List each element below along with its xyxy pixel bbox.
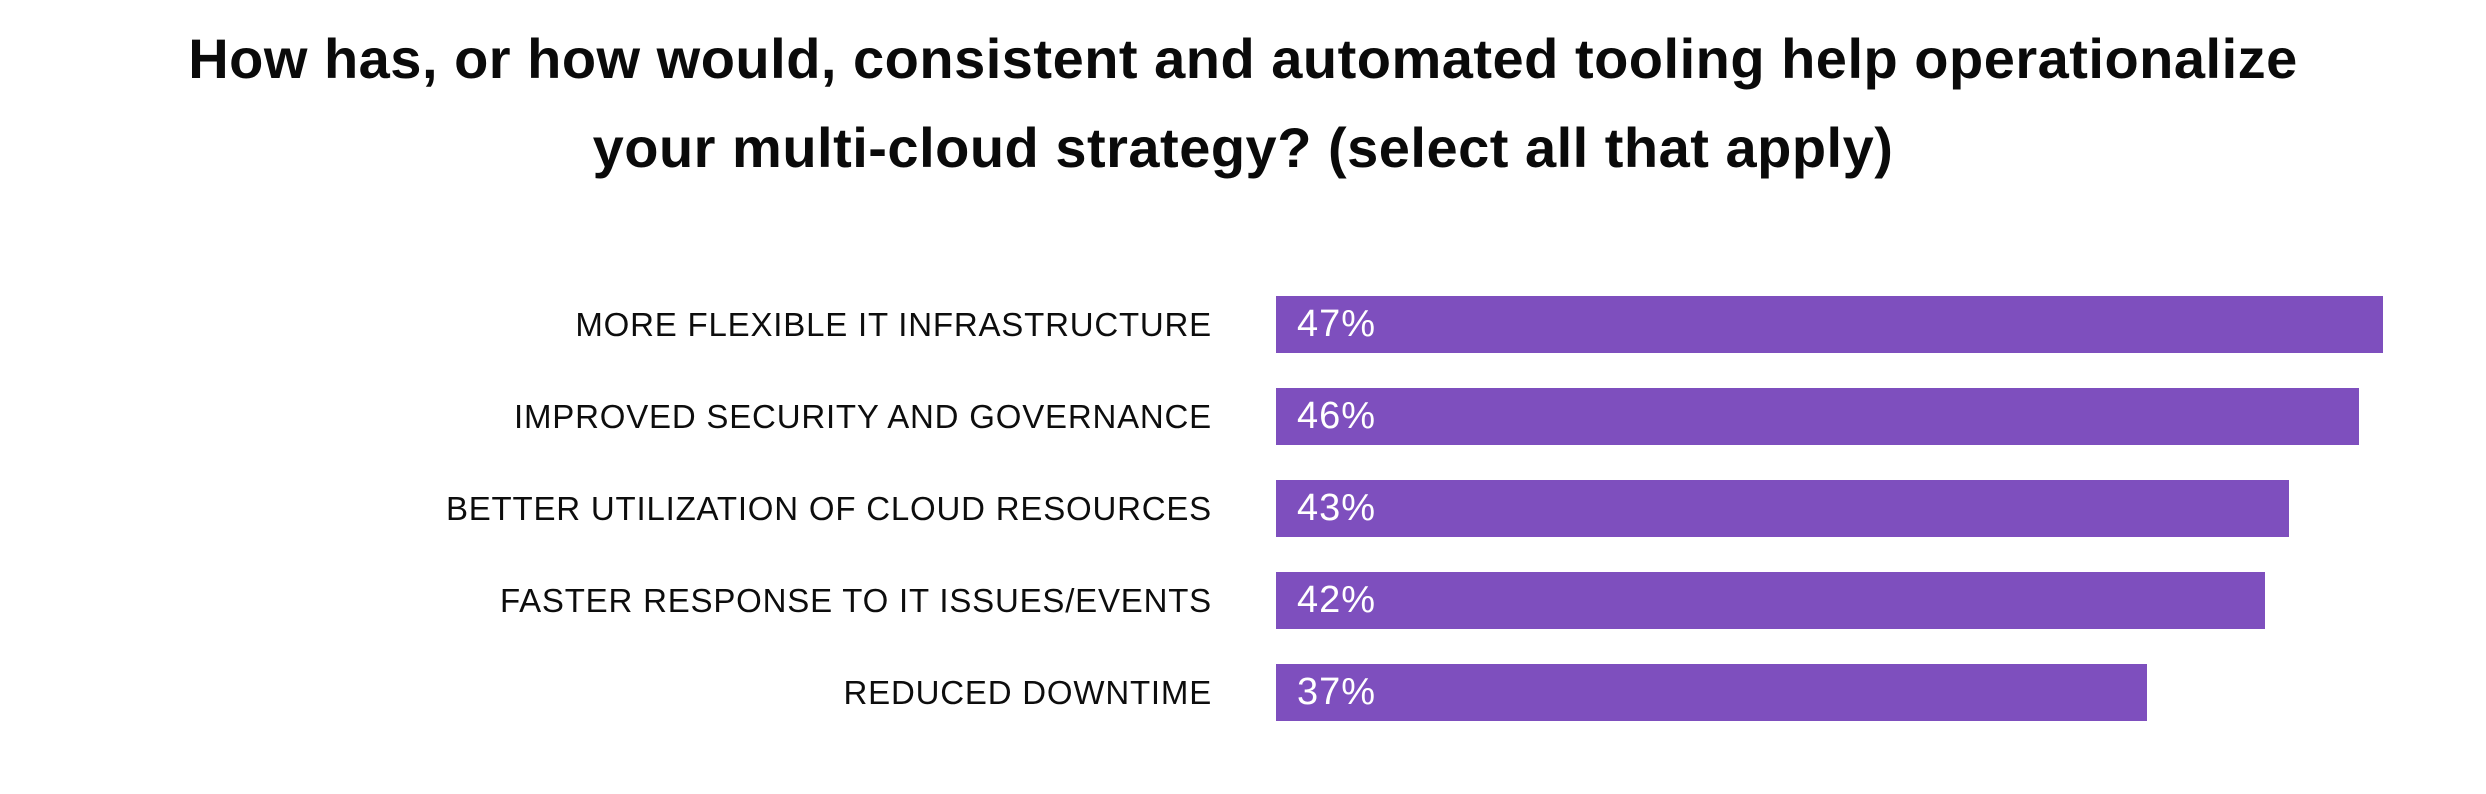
bar-row: MORE FLEXIBLE IT INFRASTRUCTURE 47% xyxy=(0,296,2486,353)
bar-label: FASTER RESPONSE TO IT ISSUES/EVENTS xyxy=(499,581,1212,619)
bar-value: 42% xyxy=(1297,579,1377,621)
bar-label: BETTER UTILIZATION OF CLOUD RESOURCES xyxy=(445,489,1212,527)
chart-title-line-2: your multi-cloud strategy? (select all t… xyxy=(592,116,1894,179)
bar-value: 46% xyxy=(1297,395,1377,437)
bar-row: BETTER UTILIZATION OF CLOUD RESOURCES 43… xyxy=(0,480,2486,537)
bar-row: FASTER RESPONSE TO IT ISSUES/EVENTS 42% xyxy=(0,572,2486,629)
bar-chart-area: MORE FLEXIBLE IT INFRASTRUCTURE 47% IMPR… xyxy=(0,296,2486,721)
chart-title-line-1: How has, or how would, consistent and au… xyxy=(188,27,2298,90)
bar-row: REDUCED DOWNTIME 37% xyxy=(0,664,2486,721)
bar-value: 47% xyxy=(1297,303,1377,345)
bar-label: IMPROVED SECURITY AND GOVERNANCE xyxy=(514,397,1212,435)
bar-label: MORE FLEXIBLE IT INFRASTRUCTURE xyxy=(575,305,1212,343)
bar: 43% xyxy=(1276,480,2289,537)
bar-row: IMPROVED SECURITY AND GOVERNANCE 46% xyxy=(0,388,2486,445)
bar-value: 43% xyxy=(1297,487,1377,529)
bar-value: 37% xyxy=(1297,671,1377,713)
bar-label: REDUCED DOWNTIME xyxy=(843,673,1212,711)
bar: 37% xyxy=(1276,664,2148,721)
chart-title: How has, or how would, consistent and au… xyxy=(43,0,2443,192)
bar: 47% xyxy=(1276,296,2383,353)
bar: 46% xyxy=(1276,388,2360,445)
bar: 42% xyxy=(1276,572,2266,629)
